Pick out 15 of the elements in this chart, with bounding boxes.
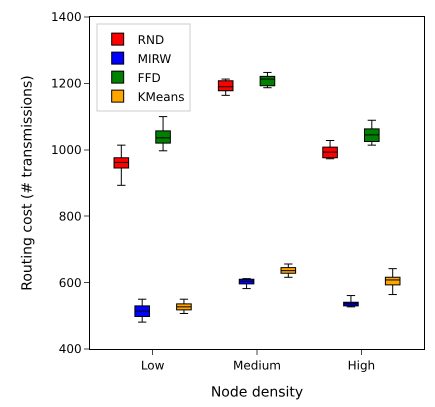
y-tick-label: 1200	[51, 76, 82, 91]
y-tick-label: 400	[58, 342, 82, 356]
x-tick-label: Low	[140, 358, 165, 372]
x-tick-label: High	[348, 358, 376, 372]
y-tick-label: 600	[58, 276, 82, 290]
x-tick-label: Medium	[233, 358, 281, 372]
legend-label: RND	[138, 32, 164, 47]
legend-label: KMeans	[138, 90, 185, 104]
legend-label: FFD	[138, 70, 161, 85]
y-tick-label: 800	[58, 209, 82, 224]
legend-label: MIRW	[138, 52, 172, 66]
x-axis-title: Node density	[210, 384, 304, 401]
y-tick-label: 1400	[51, 10, 82, 24]
y-axis-title: Routing cost (# transmissions)	[20, 75, 36, 291]
y-tick-label: 1000	[51, 143, 82, 157]
